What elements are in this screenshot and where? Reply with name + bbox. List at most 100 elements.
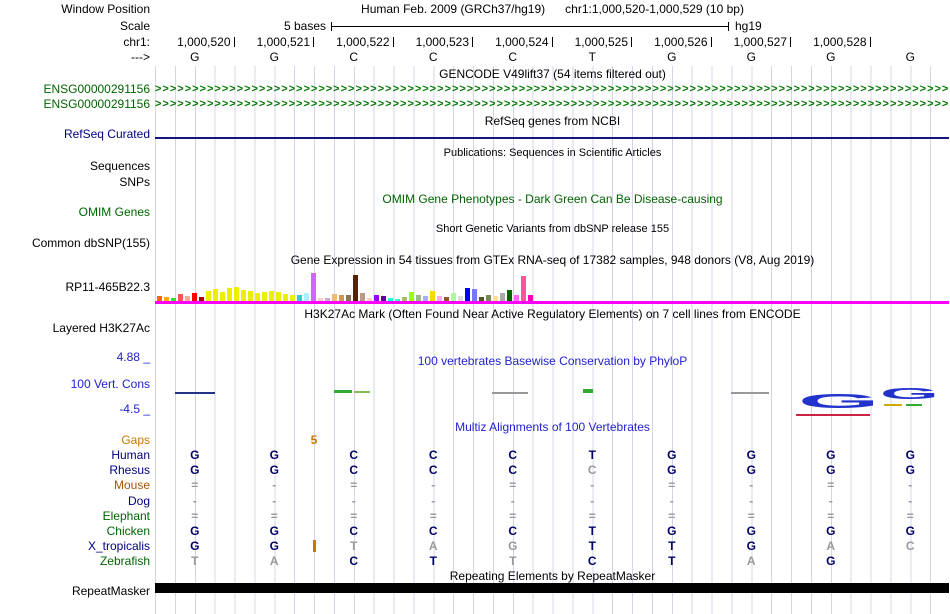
gtex-expression-bar[interactable] xyxy=(395,299,400,301)
gtex-expression-bar[interactable] xyxy=(381,296,386,301)
aligned-base: C xyxy=(349,448,359,462)
conservation-base-letter: G xyxy=(798,391,880,413)
aligned-base: G xyxy=(905,463,915,478)
gtex-expression-bar[interactable] xyxy=(367,298,372,301)
gtex-expression-bar[interactable] xyxy=(325,298,330,301)
refseq-track-label[interactable]: RefSeq Curated xyxy=(63,127,150,141)
gtex-expression-bar[interactable] xyxy=(402,297,407,301)
gtex-gene-label[interactable]: RP11-465B22.3 xyxy=(65,280,150,294)
gtex-expression-bar[interactable] xyxy=(192,293,197,301)
species-label-zebrafish[interactable]: Zebrafish xyxy=(99,554,150,569)
aligned-base: - xyxy=(590,493,595,508)
aligned-base: G xyxy=(190,539,200,554)
grid-guidelines xyxy=(155,66,949,614)
gtex-expression-bar[interactable] xyxy=(234,287,239,301)
gene-label-ensg-1[interactable]: ENSG00000291156 xyxy=(43,82,150,96)
aligned-base: A xyxy=(746,554,756,569)
gtex-expression-bar[interactable] xyxy=(185,296,190,301)
gtex-expression-bar[interactable] xyxy=(283,294,288,301)
gene-model-row[interactable]: >>>>>>>>>>>>>>>>>>>>>>>>>>>>>>>>>>>>>>>>… xyxy=(155,98,949,110)
dbsnp-track-label[interactable]: Common dbSNP(155) xyxy=(31,236,150,250)
aligned-base: G xyxy=(826,448,836,462)
omim-track-label[interactable]: OMIM Genes xyxy=(78,205,150,219)
gtex-expression-bar[interactable] xyxy=(206,291,211,301)
gtex-expression-bar[interactable] xyxy=(248,291,253,301)
aligned-base: - xyxy=(192,493,197,508)
gtex-expression-bar[interactable] xyxy=(297,295,302,301)
gtex-expression-bar[interactable] xyxy=(220,292,225,301)
gtex-expression-bar[interactable] xyxy=(332,294,337,301)
gtex-expression-bar[interactable] xyxy=(178,294,183,301)
aligned-base: T xyxy=(191,554,199,569)
gtex-expression-bar[interactable] xyxy=(311,273,316,301)
gtex-expression-bar[interactable] xyxy=(416,295,421,301)
gtex-expression-bar[interactable] xyxy=(521,276,526,301)
gtex-expression-bar[interactable] xyxy=(493,296,498,301)
gtex-expression-bar[interactable] xyxy=(255,293,260,301)
gtex-expression-bar[interactable] xyxy=(451,293,456,301)
species-label-chicken[interactable]: Chicken xyxy=(106,524,150,538)
gtex-expression-bar[interactable] xyxy=(423,296,428,301)
aligned-base: - xyxy=(749,493,754,508)
gene-label-ensg-2[interactable]: ENSG00000291156 xyxy=(43,97,150,111)
gtex-expression-bar[interactable] xyxy=(353,275,358,301)
gtex-expression-bar[interactable] xyxy=(360,293,365,301)
position-tick xyxy=(472,37,473,47)
gtex-expression-bar[interactable] xyxy=(269,291,274,301)
gtex-expression-bar[interactable] xyxy=(444,297,449,301)
conservation-track-label[interactable]: 100 Vert. Cons xyxy=(70,377,150,391)
position-tick xyxy=(869,37,871,47)
position-label: 1,000,528 xyxy=(813,35,867,49)
gtex-expression-bar[interactable] xyxy=(276,292,281,301)
gtex-gene-line[interactable] xyxy=(155,301,949,304)
gtex-expression-bar[interactable] xyxy=(507,290,512,301)
gtex-expression-bar[interactable] xyxy=(514,295,519,301)
species-label-elephant[interactable]: Elephant xyxy=(102,508,150,523)
species-label-mouse[interactable]: Mouse xyxy=(113,478,150,493)
aligned-base: C xyxy=(587,463,597,478)
sequences-track-label[interactable]: Sequences xyxy=(89,159,150,173)
gtex-expression-bar[interactable] xyxy=(241,290,246,301)
species-label-rhesus[interactable]: Rhesus xyxy=(109,463,150,478)
repeatmasker-track-title: Repeating Elements by RepeatMasker xyxy=(449,569,656,583)
gtex-expression-bar[interactable] xyxy=(374,295,379,301)
species-label-human[interactable]: Human xyxy=(111,448,150,462)
gtex-expression-bar[interactable] xyxy=(262,292,267,301)
gtex-expression-bar[interactable] xyxy=(290,295,295,301)
gap-size-marker: 5 xyxy=(310,433,318,447)
gtex-expression-bar[interactable] xyxy=(157,296,162,301)
scale-bar-right-tick xyxy=(728,22,729,31)
aligned-base: G xyxy=(905,448,915,462)
gaps-row-label[interactable]: Gaps xyxy=(121,433,150,447)
species-label-dog[interactable]: Dog xyxy=(127,493,150,508)
gtex-expression-bar[interactable] xyxy=(465,288,470,301)
refseq-track-line[interactable] xyxy=(155,137,949,139)
h3k27ac-track-label[interactable]: Layered H3K27Ac xyxy=(52,321,150,335)
gtex-expression-bar[interactable] xyxy=(486,295,491,301)
gtex-expression-bar[interactable] xyxy=(437,296,442,301)
snps-track-label[interactable]: SNPs xyxy=(119,175,150,189)
gene-model-row[interactable]: >>>>>>>>>>>>>>>>>>>>>>>>>>>>>>>>>>>>>>>>… xyxy=(155,83,949,95)
reference-base: T xyxy=(588,50,596,64)
gtex-expression-bar[interactable] xyxy=(171,298,176,301)
gtex-expression-bar[interactable] xyxy=(409,292,414,301)
gtex-expression-bar[interactable] xyxy=(164,297,169,301)
gtex-expression-bar[interactable] xyxy=(339,295,344,301)
gtex-expression-bar[interactable] xyxy=(430,291,435,301)
gtex-expression-bar[interactable] xyxy=(213,289,218,301)
repeat-element-bar[interactable] xyxy=(155,583,949,593)
gtex-expression-bar[interactable] xyxy=(528,295,533,301)
gtex-expression-bar[interactable] xyxy=(304,293,309,301)
species-label-x_tropicalis[interactable]: X_tropicalis xyxy=(87,539,150,554)
gtex-expression-bar[interactable] xyxy=(227,288,232,301)
repeatmasker-track-label[interactable]: RepeatMasker xyxy=(71,584,150,598)
reference-base: G xyxy=(190,50,200,64)
gtex-expression-bar[interactable] xyxy=(199,297,204,301)
gtex-expression-bar[interactable] xyxy=(318,298,323,301)
gtex-expression-bar[interactable] xyxy=(458,296,463,301)
gtex-expression-bar[interactable] xyxy=(500,293,505,301)
gtex-expression-bar[interactable] xyxy=(388,298,393,301)
gtex-expression-bar[interactable] xyxy=(472,289,477,301)
gtex-expression-bar[interactable] xyxy=(479,297,484,301)
gtex-expression-bar[interactable] xyxy=(346,295,351,301)
